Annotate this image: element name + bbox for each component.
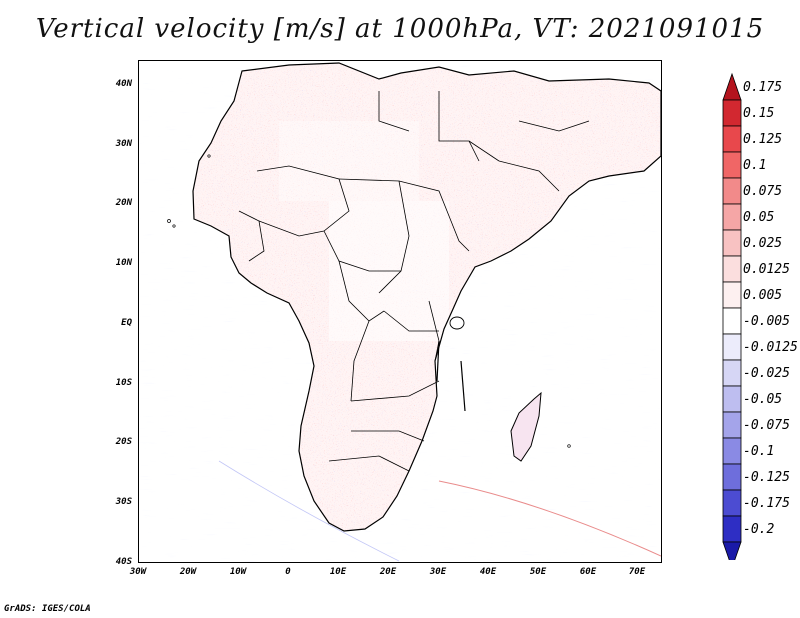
- lon-label: 20E: [379, 567, 397, 577]
- lat-label: 10S: [115, 378, 132, 388]
- colorbar-label: 0.075: [743, 184, 783, 199]
- lat-label: 20N: [115, 198, 132, 208]
- lat-label: 20S: [115, 437, 132, 447]
- colorbar-label: 0.1: [743, 158, 767, 173]
- colorbar-label: 0.175: [743, 80, 783, 95]
- credit-text: GrADS: IGES/COLA: [4, 604, 91, 614]
- lat-label: 10N: [115, 258, 132, 268]
- colorbar-label: -0.2: [743, 522, 775, 537]
- colorbar-label: 0.15: [743, 106, 775, 121]
- colorbar-segment: [722, 255, 742, 283]
- lat-label: 30N: [115, 139, 132, 149]
- lon-label: 30W: [129, 567, 147, 577]
- colorbar-segment: [722, 437, 742, 465]
- lon-label: 10W: [229, 567, 247, 577]
- colorbar-label: -0.005: [743, 314, 790, 329]
- lat-label: 40S: [115, 557, 132, 567]
- colorbar-segment: [722, 203, 742, 231]
- colorbar-label: -0.075: [743, 418, 790, 433]
- colorbar-segment: [722, 359, 742, 387]
- map-panel: [138, 60, 662, 563]
- lat-label: 40N: [115, 79, 132, 89]
- lon-label: 10E: [329, 567, 347, 577]
- colorbar-label: -0.0125: [743, 340, 798, 355]
- colorbar-segment: [722, 463, 742, 491]
- colorbar-segment: [722, 385, 742, 413]
- colorbar-segment: [722, 515, 742, 543]
- colorbar-segment: [722, 229, 742, 257]
- lat-label: EQ: [121, 318, 132, 328]
- colorbar-segment: [722, 177, 742, 205]
- lon-label: 50E: [529, 567, 547, 577]
- colorbar-segment: [722, 99, 742, 127]
- lon-label: 20W: [179, 567, 197, 577]
- map-title: Vertical velocity [m/s] at 1000hPa, VT: …: [35, 14, 765, 44]
- colorbar-segment: [722, 281, 742, 309]
- colorbar-segment: [722, 125, 742, 153]
- colorbar-label: -0.175: [743, 496, 790, 511]
- colorbar-segment: [722, 333, 742, 361]
- colorbar: [722, 72, 742, 560]
- map-canvas: [139, 61, 661, 562]
- lat-label: 30S: [115, 497, 132, 507]
- colorbar-label: 0.005: [743, 288, 783, 303]
- colorbar-label: -0.025: [743, 366, 790, 381]
- colorbar-label: -0.05: [743, 392, 783, 407]
- lon-label: 0: [285, 567, 291, 577]
- lon-label: 60E: [579, 567, 597, 577]
- colorbar-segment: [722, 72, 742, 101]
- lon-label: 30E: [429, 567, 447, 577]
- colorbar-label: 0.0125: [743, 262, 790, 277]
- colorbar-segment: [722, 541, 742, 560]
- colorbar-segment: [722, 411, 742, 439]
- colorbar-segment: [722, 307, 742, 335]
- colorbar-label: 0.125: [743, 132, 783, 147]
- colorbar-segment: [722, 489, 742, 517]
- lon-label: 40E: [479, 567, 497, 577]
- colorbar-segment: [722, 151, 742, 179]
- colorbar-label: -0.1: [743, 444, 775, 459]
- colorbar-label: 0.05: [743, 210, 775, 225]
- lon-label: 70E: [628, 567, 646, 577]
- colorbar-label: 0.025: [743, 236, 783, 251]
- colorbar-label: -0.125: [743, 470, 790, 485]
